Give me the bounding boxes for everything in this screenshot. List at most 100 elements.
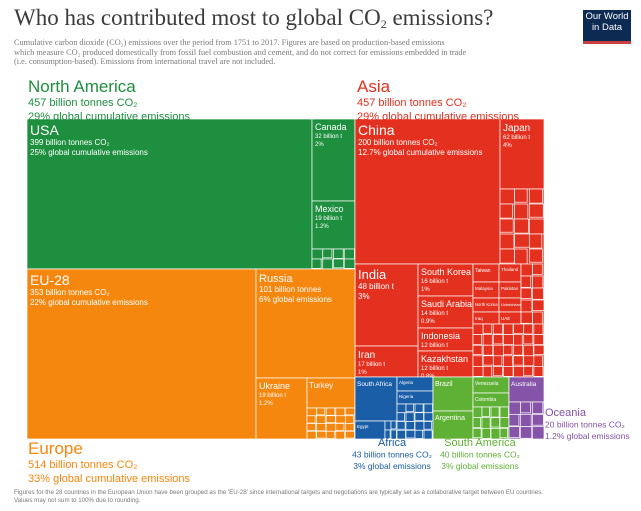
small-country-tile[interactable] [499,427,509,439]
small-country-tile[interactable] [335,423,345,431]
small-country-tile[interactable] [499,203,513,219]
small-country-tile[interactable] [335,407,346,417]
small-country-tile[interactable] [345,415,354,424]
small-country-tile[interactable] [325,423,337,432]
small-country-tile[interactable] [499,233,515,250]
small-country-tile[interactable] [472,355,483,367]
small-country-tile[interactable] [482,323,493,334]
country-tile-china[interactable] [354,118,501,265]
small-country-tile[interactable] [405,412,415,422]
small-country-tile[interactable] [503,323,514,335]
small-country-tile[interactable] [514,203,529,220]
small-country-tile[interactable] [414,429,424,439]
small-country-tile[interactable] [333,258,345,269]
small-country-tile[interactable] [384,420,392,431]
small-country-tile[interactable] [490,406,500,418]
small-country-tile[interactable] [306,415,316,424]
small-country-tile[interactable] [482,366,493,378]
small-country-tile[interactable] [499,218,514,233]
small-country-tile[interactable] [513,344,524,356]
country-tile-usa[interactable] [26,118,313,270]
country-tile-russia[interactable] [255,268,356,379]
small-country-tile[interactable] [523,355,535,367]
small-country-tile[interactable] [316,407,326,416]
small-country-tile[interactable] [345,423,355,432]
small-country-tile[interactable] [492,344,504,357]
small-country-tile[interactable] [499,248,516,264]
small-country-tile[interactable] [523,323,533,335]
small-country-tile[interactable] [311,258,322,269]
small-country-tile[interactable] [316,430,327,439]
small-country-tile[interactable] [499,188,516,205]
small-country-tile[interactable] [520,311,533,324]
small-country-tile[interactable] [423,412,434,422]
small-country-tile[interactable] [503,355,513,367]
small-country-tile[interactable] [520,275,532,288]
small-country-tile[interactable] [481,427,491,439]
small-country-tile[interactable] [532,299,545,311]
small-country-tile[interactable] [514,188,528,203]
small-country-tile[interactable] [396,403,407,414]
small-country-tile[interactable] [533,334,544,345]
small-country-tile[interactable] [345,407,356,416]
small-country-tile[interactable] [503,366,514,377]
small-country-tile[interactable] [532,275,544,289]
small-country-tile[interactable] [492,323,503,335]
country-tile-saudi-arabia[interactable] [417,295,474,329]
country-tile-ukraine[interactable] [255,377,308,440]
small-country-tile[interactable] [325,407,336,416]
small-country-tile[interactable] [311,248,324,260]
small-country-tile[interactable] [333,248,344,259]
small-country-tile[interactable] [306,407,317,417]
small-country-tile[interactable] [322,258,333,270]
small-country-tile[interactable] [384,429,391,439]
small-country-tile[interactable] [472,323,484,335]
small-country-tile[interactable] [306,423,316,431]
owid-logo[interactable]: Our World in Data [583,10,631,44]
small-country-tile[interactable] [520,401,531,414]
small-country-tile[interactable] [533,323,544,335]
small-country-tile[interactable] [472,406,483,419]
small-country-tile[interactable] [503,344,513,355]
country-tile-south-korea[interactable] [417,263,474,297]
small-country-tile[interactable] [405,403,415,413]
small-country-tile[interactable] [325,415,336,423]
small-country-tile[interactable] [316,415,326,424]
small-country-tile[interactable] [316,423,327,432]
small-country-tile[interactable] [405,421,415,431]
small-country-tile[interactable] [528,218,545,235]
country-tile-eu-28[interactable] [26,268,257,440]
small-country-tile[interactable] [482,334,493,346]
small-country-tile[interactable] [533,355,543,367]
small-country-tile[interactable] [520,426,533,439]
small-country-tile[interactable] [499,406,509,419]
small-country-tile[interactable] [472,366,484,377]
small-country-tile[interactable] [508,426,520,438]
small-country-tile[interactable] [325,430,335,439]
small-country-tile[interactable] [528,233,543,249]
small-country-tile[interactable] [514,233,530,248]
small-country-tile[interactable] [390,420,397,430]
small-country-tile[interactable] [423,421,433,430]
small-country-tile[interactable] [390,429,397,440]
country-tile-kazakhstan[interactable] [417,350,474,378]
small-country-tile[interactable] [335,430,345,440]
small-country-tile[interactable] [520,413,532,428]
small-country-tile[interactable] [499,417,510,429]
small-country-tile[interactable] [492,366,503,377]
small-country-tile[interactable] [523,334,534,345]
small-country-tile[interactable] [528,188,543,204]
small-country-tile[interactable] [414,421,425,431]
small-country-tile[interactable] [414,403,424,413]
small-country-tile[interactable] [531,401,544,414]
small-country-tile[interactable] [423,429,433,440]
small-country-tile[interactable] [472,344,483,355]
country-tile-mexico[interactable] [311,200,356,250]
small-country-tile[interactable] [482,355,494,366]
small-country-tile[interactable] [482,344,494,356]
small-country-tile[interactable] [423,403,433,414]
small-country-tile[interactable] [514,218,529,234]
small-country-tile[interactable] [472,427,482,439]
small-country-tile[interactable] [492,334,504,345]
small-country-tile[interactable] [396,421,406,430]
